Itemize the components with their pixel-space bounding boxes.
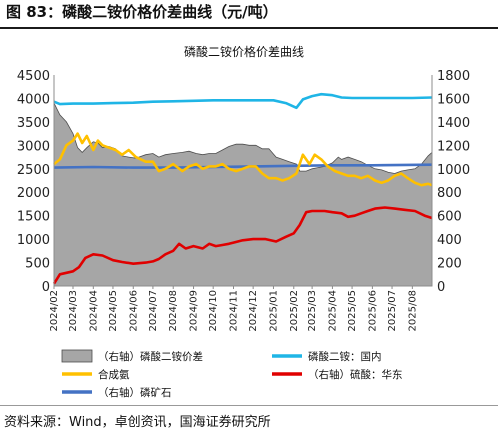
legend-item-spread-label: （右轴）磷酸二铵价差	[98, 350, 203, 363]
left-tick-label: 3500	[17, 116, 50, 131]
source-note: 资料来源：Wind，卓创资讯，国海证券研究所	[4, 415, 271, 430]
x-tick-label: 2024/12	[248, 290, 259, 332]
right-tick-label: 1200	[437, 139, 470, 154]
x-tick-label: 2024/08	[168, 290, 179, 332]
legend-item-rock-label: （右轴）磷矿石	[98, 386, 172, 399]
left-tick-label: 0	[42, 280, 50, 295]
x-tick-label: 2024/09	[189, 290, 200, 332]
x-tick-label: 2025/02	[289, 290, 300, 332]
x-tick-label: 2024/07	[148, 290, 159, 332]
x-tick-label: 2024/06	[128, 290, 139, 332]
x-tick-label: 2025/01	[269, 290, 280, 332]
right-tick-label: 600	[437, 210, 462, 225]
x-tick-label: 2024/03	[68, 290, 79, 332]
x-tick-label: 2024/10	[208, 290, 219, 332]
left-tick-label: 3000	[17, 139, 50, 154]
x-tick-label: 2025/03	[307, 290, 318, 332]
right-tick-label: 1000	[437, 163, 470, 178]
x-tick-label: 2025/07	[387, 290, 398, 332]
x-tick-label: 2025/08	[407, 290, 418, 332]
right-tick-label: 800	[437, 186, 462, 201]
left-tick-label: 4500	[17, 69, 50, 84]
left-tick-label: 1500	[17, 210, 50, 225]
figure-title: 图 83：磷酸二铵价格价差曲线（元/吨）	[6, 3, 278, 21]
source-divider	[0, 405, 498, 406]
x-tick-label: 2024/11	[229, 290, 240, 332]
right-tick-label: 1400	[437, 116, 470, 131]
x-tick-label: 2024/04	[88, 290, 99, 332]
legend-item-dap-label: 磷酸二铵：国内	[308, 350, 382, 363]
series-line-sulfuric	[52, 206, 433, 285]
right-tick-label: 400	[437, 233, 462, 248]
left-tick-label: 2500	[17, 163, 50, 178]
x-tick-label: 2025/04	[327, 290, 338, 332]
left-tick-label: 1000	[17, 233, 50, 248]
series-lines-layer	[52, 92, 433, 285]
legend-item-ammonia-label: 合成氨	[98, 368, 130, 381]
right-tick-label: 1800	[437, 69, 470, 84]
legend-item-sulfuric-label: （右轴）硫酸：华东	[308, 368, 403, 381]
axes-layer: 0 500 1000 1500 2000 2500 3000 3500 4000 4500 0 200…	[17, 69, 470, 332]
right-tick-label: 1600	[437, 92, 470, 107]
series-line-rock	[53, 163, 433, 169]
x-tick-label: 2025/06	[367, 290, 378, 332]
left-tick-label: 500	[25, 257, 50, 272]
x-tick-label: 2024/02	[49, 290, 60, 332]
left-tick-label: 2000	[17, 186, 50, 201]
chart-title: 磷酸二铵价格价差曲线	[184, 44, 304, 59]
legend-swatch	[61, 349, 93, 363]
left-tick-label: 4000	[17, 92, 50, 107]
x-tick-label: 2024/05	[108, 290, 119, 332]
price-spread-chart: 磷酸二铵价格价差曲线 05001000150020002500300035004…	[17, 44, 470, 399]
right-tick-label: 200	[437, 257, 462, 272]
series-line-dap	[53, 92, 433, 110]
series-line-ammonia	[53, 132, 433, 187]
x-tick-label: 2025/05	[347, 290, 358, 332]
title-divider	[0, 27, 498, 29]
right-tick-label: 0	[437, 280, 445, 295]
